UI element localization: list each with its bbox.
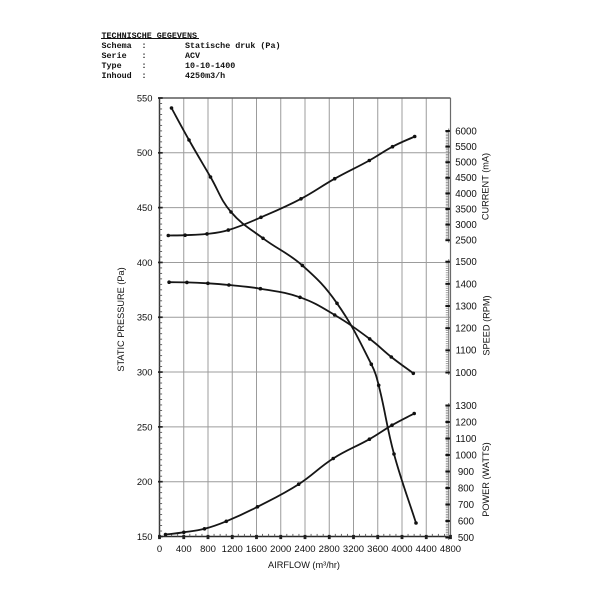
svg-text:2800: 2800 <box>319 544 340 555</box>
svg-text:3500: 3500 <box>455 204 477 215</box>
svg-text:1200: 1200 <box>455 324 477 335</box>
svg-text:5500: 5500 <box>455 142 477 153</box>
svg-text:2400: 2400 <box>294 544 315 555</box>
svg-text:200: 200 <box>137 476 153 487</box>
svg-text:STATIC PRESSURE (Pa): STATIC PRESSURE (Pa) <box>116 267 126 371</box>
svg-text:800: 800 <box>200 544 216 555</box>
svg-text:2500: 2500 <box>455 236 477 247</box>
svg-text:250: 250 <box>137 421 153 432</box>
svg-text:4000: 4000 <box>455 189 477 200</box>
svg-text:900: 900 <box>458 467 475 478</box>
svg-text:POWER (WATTS): POWER (WATTS) <box>481 442 491 517</box>
svg-text:1100: 1100 <box>456 434 477 445</box>
svg-text:4800: 4800 <box>440 544 461 555</box>
svg-text:1000: 1000 <box>455 450 477 461</box>
svg-text:150: 150 <box>137 531 153 542</box>
svg-text:SPEED (RPM): SPEED (RPM) <box>482 295 492 355</box>
svg-text:1000: 1000 <box>455 368 477 379</box>
svg-text:1100: 1100 <box>456 346 477 357</box>
svg-text:400: 400 <box>137 257 153 268</box>
svg-text:1400: 1400 <box>455 279 477 290</box>
svg-text:450: 450 <box>137 202 153 213</box>
svg-text:500: 500 <box>137 147 153 158</box>
svg-text:3000: 3000 <box>455 220 477 231</box>
svg-text:350: 350 <box>137 312 153 323</box>
svg-text:4000: 4000 <box>391 544 412 555</box>
svg-text:1200: 1200 <box>455 417 477 428</box>
svg-text:3200: 3200 <box>343 544 364 555</box>
svg-text:4400: 4400 <box>416 544 437 555</box>
svg-text:CURRENT (mA): CURRENT (mA) <box>481 153 491 220</box>
svg-text:1200: 1200 <box>222 544 243 555</box>
svg-text:1600: 1600 <box>246 544 267 555</box>
svg-text:550: 550 <box>137 92 153 103</box>
svg-text:800: 800 <box>458 483 475 494</box>
svg-text:0: 0 <box>157 544 162 555</box>
svg-text:2000: 2000 <box>270 544 291 555</box>
svg-text:400: 400 <box>176 544 192 555</box>
svg-text:6000: 6000 <box>455 126 477 137</box>
svg-text:4500: 4500 <box>455 173 477 184</box>
svg-text:700: 700 <box>458 500 475 511</box>
svg-text:300: 300 <box>137 366 153 377</box>
svg-text:600: 600 <box>458 516 475 527</box>
svg-text:5000: 5000 <box>455 158 477 169</box>
svg-text:AIRFLOW (m³/hr): AIRFLOW (m³/hr) <box>268 560 340 570</box>
svg-text:3600: 3600 <box>367 544 388 555</box>
svg-text:1300: 1300 <box>455 401 477 412</box>
svg-text:500: 500 <box>458 533 475 544</box>
svg-text:1300: 1300 <box>455 301 477 312</box>
svg-text:1500: 1500 <box>455 257 477 268</box>
